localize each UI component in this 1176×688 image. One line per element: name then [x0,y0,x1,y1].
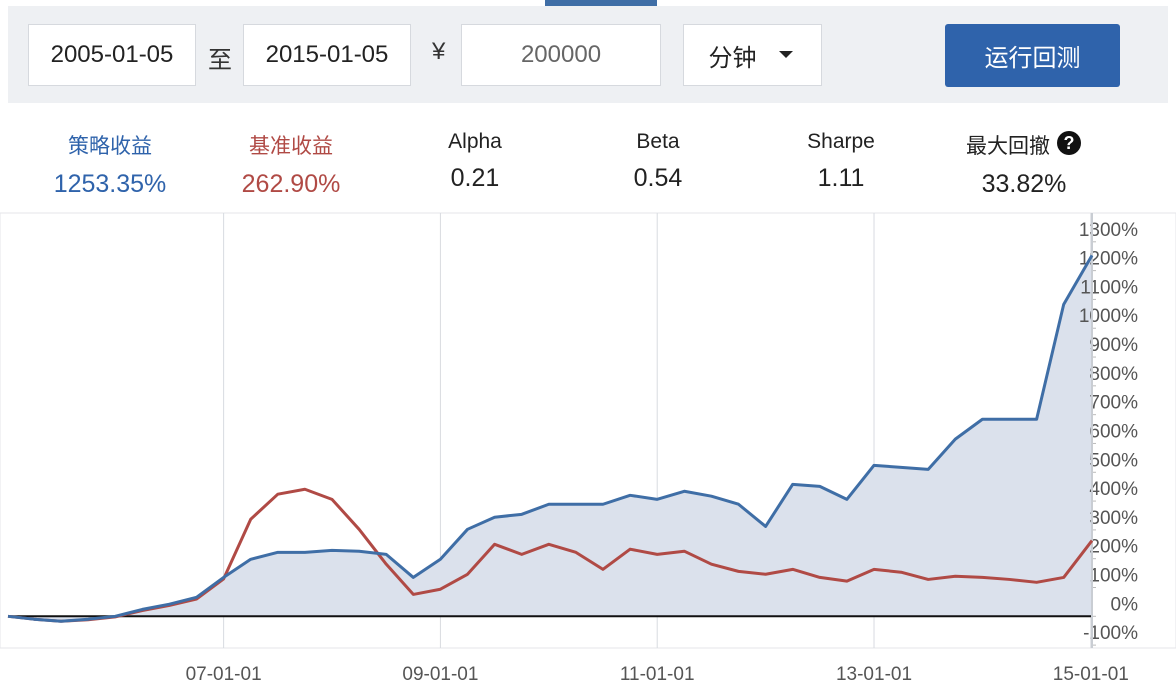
y-tick-label: 600% [1089,421,1138,442]
svg-text:?: ? [1064,133,1075,153]
metric: 最大回撤? 33.82% [934,130,1114,199]
metric-label: Beta [636,130,680,153]
capital-input[interactable]: 200000 [461,24,661,86]
y-tick-label: 200% [1089,537,1138,558]
chart: 07-01-01 09-01-01 11-01-01 13-01-01 15-01-01… [0,212,1176,685]
metric-value: 33.82% [981,170,1067,198]
metric-label: 基准收益 [249,135,333,158]
end-date[interactable]: 2015-01-05 [243,24,411,86]
metric-label: 最大回撤? [934,130,1114,160]
frequency-select[interactable]: 分钟 [683,24,822,86]
metric-label: Alpha [448,130,502,153]
metric: Beta 0.54 [568,130,748,193]
y-tick-label: 1000% [1079,306,1138,327]
y-tick-label: 800% [1089,364,1138,385]
metric-value: 0.54 [633,164,683,192]
area [8,255,1092,622]
dropdown-arrow [778,51,793,58]
metric: 策略收益 1253.35% [20,130,200,199]
y-tick-label: 900% [1089,335,1138,356]
frequency-text: 分钟 [708,44,757,72]
x-tick-label: 15-01-01 [1053,664,1129,685]
metric-value: 0.21 [450,164,500,192]
y-tick-label: 1100% [1080,277,1138,298]
metric-value: 1.11 [817,164,865,192]
y-tick-label: 700% [1089,393,1138,414]
x-tick-label: 13-01-01 [836,664,912,685]
y-tick-label: 400% [1089,479,1138,500]
y-tick-label: 500% [1089,450,1138,471]
x-tick-label: 09-01-01 [402,664,478,685]
metric-value: 1253.35% [53,170,167,198]
series-line [7,254,1094,623]
x-tick-label: 07-01-01 [186,664,262,685]
x-tick-label: 11-01-01 [620,664,695,685]
y-tick-label: 1200% [1079,249,1138,270]
run-button[interactable]: 运行回测 [945,24,1120,87]
currency: ¥ [432,38,446,65]
metric: Sharpe 1.11 [751,130,931,193]
y-tick-label: 1300% [1079,220,1138,241]
metric-value: 262.90% [241,170,341,198]
metric: 基准收益 262.90% [201,130,381,199]
y-tick-label: 0% [1111,594,1139,615]
start-date[interactable]: 2005-01-05 [28,24,196,86]
help-icon[interactable]: ? [1056,130,1082,156]
metric-label: Sharpe [807,130,875,153]
metric: Alpha 0.21 [385,130,565,193]
metric-label: 策略收益 [68,135,152,158]
y-tick-label: 100% [1089,566,1138,587]
y-tick-label: -100% [1083,623,1138,644]
active-tab [545,0,657,6]
y-tick-label: 300% [1089,508,1138,529]
to-label: 至 [208,47,232,74]
